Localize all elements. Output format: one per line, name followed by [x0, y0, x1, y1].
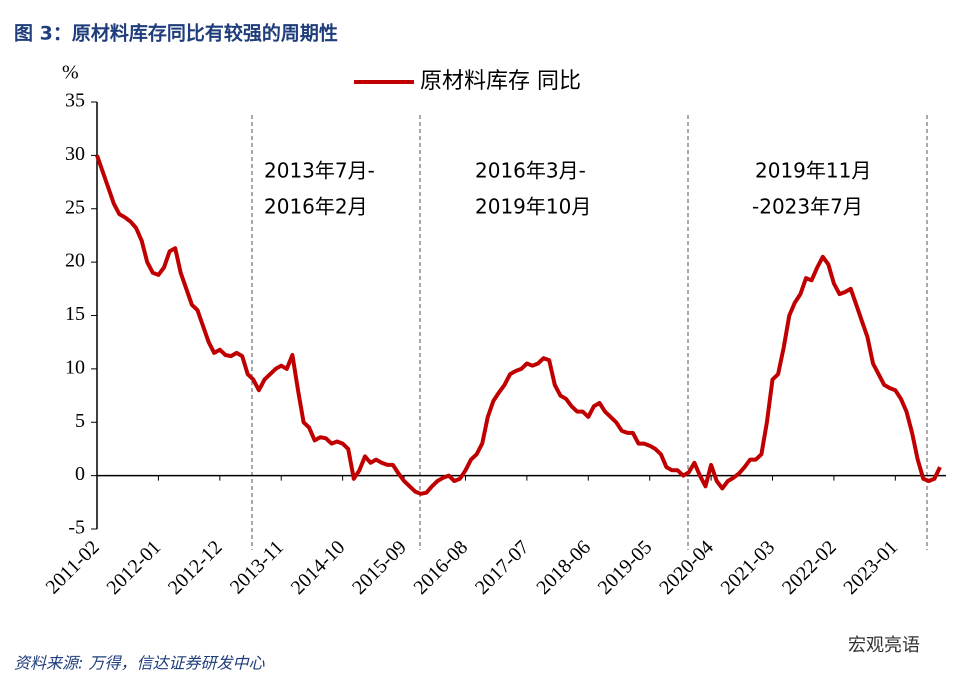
y-unit: %: [62, 62, 79, 84]
annotation: -2023年7月: [752, 195, 863, 219]
y-tick-label: 10: [65, 356, 85, 378]
y-tick-label: 5: [75, 410, 85, 432]
chart-title: 图 3：原材料库存同比有较强的周期性: [14, 22, 338, 45]
x-tick-label: 2019-05: [594, 536, 657, 599]
annotation: 2019年10月: [475, 195, 591, 219]
x-tick-label: 2015-09: [348, 536, 411, 599]
x-tick-label: 2011-02: [42, 536, 104, 598]
annotation: 2016年2月: [264, 195, 368, 219]
y-tick-label: 30: [65, 143, 85, 165]
x-tick-label: 2020-04: [655, 536, 718, 599]
y-tick-label: 0: [75, 463, 85, 485]
annotation: 2019年11月: [755, 159, 871, 183]
annotation: 2013年7月-: [264, 159, 375, 183]
y-tick-label: 20: [65, 250, 85, 272]
legend-label: 原材料库存 同比: [420, 69, 581, 94]
annotation: 2016年3月-: [475, 159, 586, 183]
x-tick-label: 2018-06: [532, 536, 595, 599]
watermark: 宏观亮语: [848, 635, 920, 656]
x-tick-label: 2014-10: [287, 536, 350, 599]
source: 资料来源: 万得，信达证券研发中心: [14, 654, 265, 673]
y-tick-label: 25: [65, 196, 85, 218]
x-tick-label: 2022-02: [778, 536, 841, 599]
x-tick-label: 2013-11: [226, 536, 288, 598]
x-tick-label: 2023-01: [839, 536, 902, 599]
data-line: [95, 154, 942, 496]
x-tick-label: 2012-01: [102, 536, 165, 599]
x-tick-label: 2017-07: [471, 536, 534, 599]
y-tick-label: -5: [68, 517, 85, 539]
x-tick-label: 2021-03: [717, 536, 780, 599]
y-tick-label: 35: [65, 90, 85, 112]
period-lines: [251, 115, 928, 550]
x-tick-label: 2012-12: [164, 536, 227, 599]
y-tick-label: 15: [65, 303, 85, 325]
x-tick-label: 2016-08: [410, 536, 473, 599]
